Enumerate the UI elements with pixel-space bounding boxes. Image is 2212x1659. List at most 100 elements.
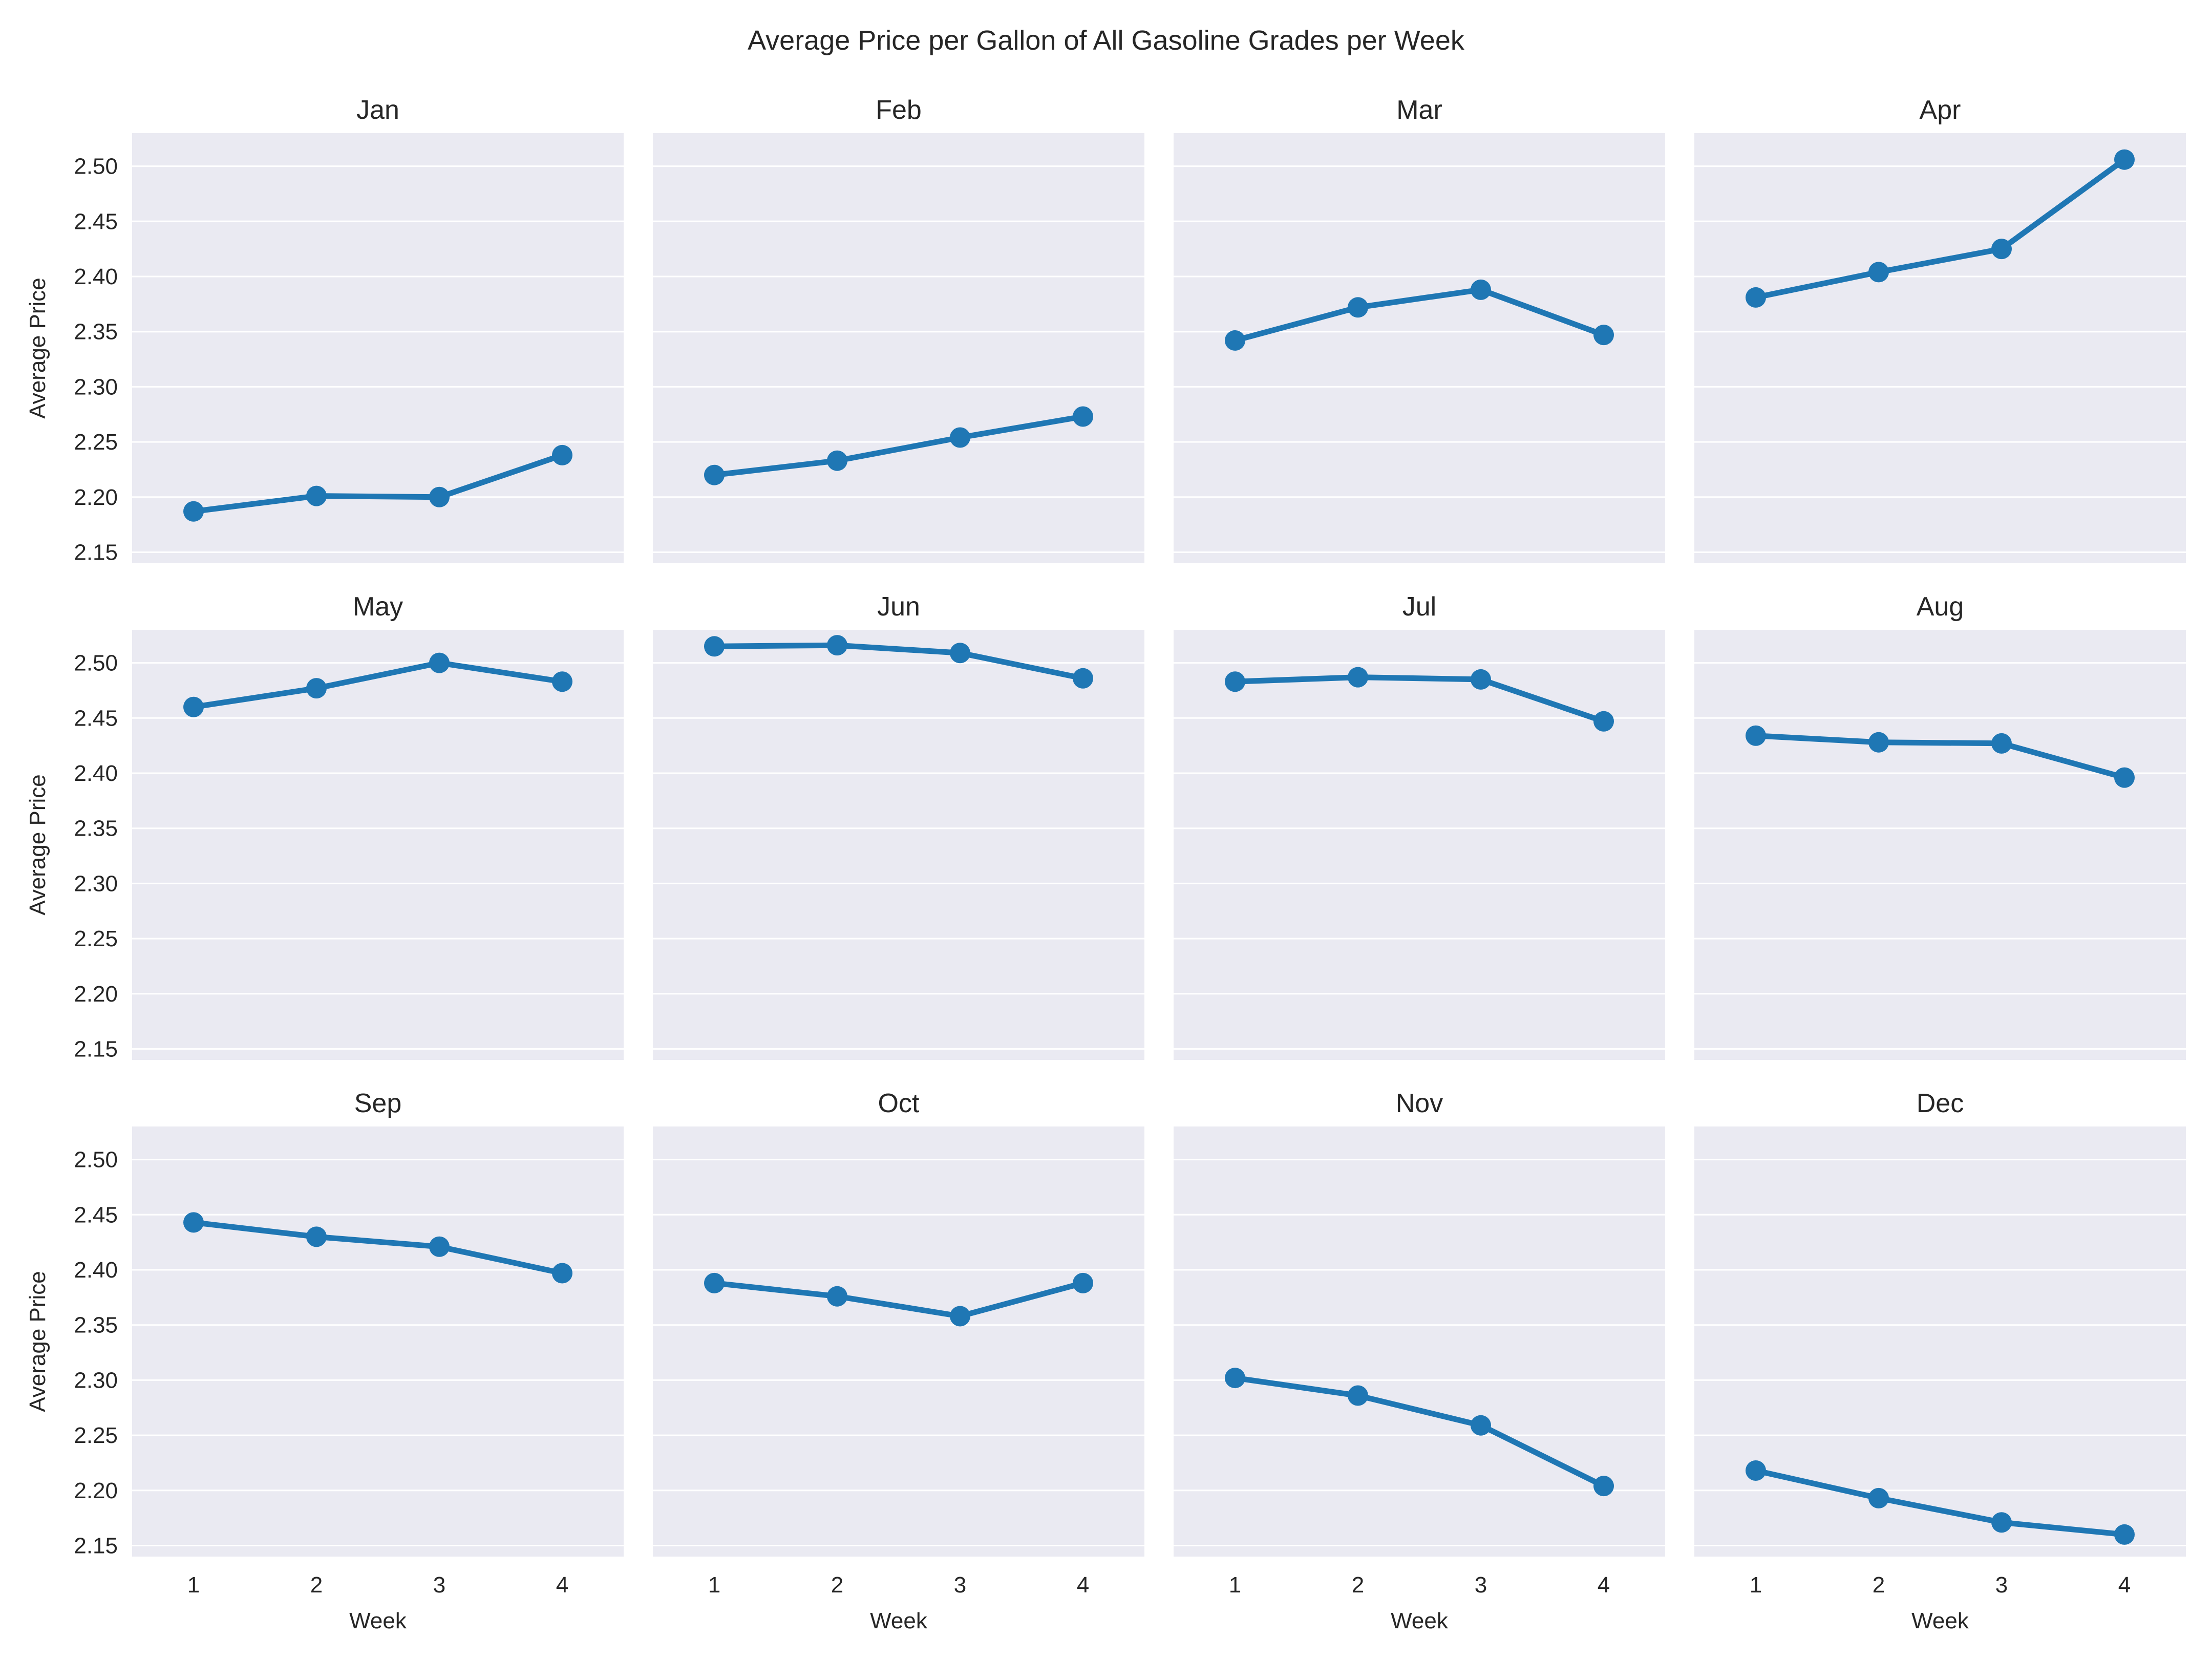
panel-background-dec xyxy=(1694,1126,2186,1557)
data-point xyxy=(1471,669,1491,690)
y-tick-label: 2.35 xyxy=(74,816,118,841)
data-point xyxy=(1991,733,2012,754)
y-tick-label: 2.20 xyxy=(74,982,118,1007)
x-tick-label: 3 xyxy=(1995,1572,2008,1598)
y-tick-label: 2.30 xyxy=(74,1368,118,1393)
x-tick-label: 3 xyxy=(433,1572,445,1598)
series-line-nov xyxy=(1232,1375,1607,1489)
facet-title-jul: Jul xyxy=(1402,592,1436,622)
x-tick-label: 1 xyxy=(187,1572,200,1598)
data-point xyxy=(827,1286,847,1307)
data-point xyxy=(950,1306,970,1327)
data-point xyxy=(1746,1460,1766,1481)
panel-background-apr xyxy=(1694,133,2186,563)
series-line-jul xyxy=(1232,674,1607,725)
data-point xyxy=(1225,1368,1245,1389)
chart-title: Average Price per Gallon of All Gasoline… xyxy=(748,25,1464,56)
data-point xyxy=(2114,149,2135,170)
data-point xyxy=(1073,1272,1093,1293)
x-tick-label: 4 xyxy=(1077,1572,1089,1598)
x-tick-label: 2 xyxy=(1352,1572,1364,1598)
facet-title-aug: Aug xyxy=(1917,592,1964,622)
x-axis-label: Week xyxy=(870,1608,928,1633)
y-tick-label: 2.30 xyxy=(74,374,118,399)
data-point xyxy=(1225,671,1245,692)
data-point xyxy=(1348,1385,1368,1406)
x-tick-label: 3 xyxy=(1475,1572,1487,1598)
data-point xyxy=(1991,1512,2012,1533)
data-point xyxy=(1868,1487,1889,1508)
data-point xyxy=(306,678,327,699)
y-tick-label: 2.35 xyxy=(74,320,118,345)
y-tick-label: 2.40 xyxy=(74,761,118,786)
data-point xyxy=(950,427,970,448)
facet-title-dec: Dec xyxy=(1917,1089,1964,1118)
facet-title-nov: Nov xyxy=(1396,1089,1443,1118)
data-point xyxy=(183,696,204,717)
data-point xyxy=(552,1263,572,1284)
panel-background-jan xyxy=(132,133,624,563)
y-tick-label: 2.40 xyxy=(74,1258,118,1283)
y-tick-label: 2.45 xyxy=(74,209,118,234)
y-tick-label: 2.15 xyxy=(74,540,118,565)
y-tick-label: 2.25 xyxy=(74,926,118,951)
x-tick-label: 1 xyxy=(1229,1572,1241,1598)
y-axis-label: Average Price xyxy=(25,774,50,916)
panel-background-mar xyxy=(1174,133,1665,563)
series-line-mar xyxy=(1232,287,1607,344)
data-point xyxy=(1348,667,1368,688)
x-tick-label: 3 xyxy=(954,1572,966,1598)
data-point xyxy=(1593,1476,1614,1497)
y-tick-label: 2.45 xyxy=(74,706,118,731)
x-axis-label: Week xyxy=(349,1608,407,1633)
data-point xyxy=(552,444,572,465)
facet-title-sep: Sep xyxy=(354,1089,402,1118)
series-line-aug xyxy=(1753,733,2128,781)
data-point xyxy=(2114,1524,2135,1545)
x-tick-label: 2 xyxy=(831,1572,843,1598)
data-point xyxy=(1868,262,1889,283)
series-line-may xyxy=(190,660,565,710)
x-tick-label: 4 xyxy=(1598,1572,1610,1598)
panel-background-nov xyxy=(1174,1126,1665,1557)
panel-background-jul xyxy=(1174,630,1665,1060)
series-line-jan xyxy=(190,452,565,515)
y-tick-label: 2.35 xyxy=(74,1313,118,1338)
y-tick-label: 2.50 xyxy=(74,651,118,676)
series-line-dec xyxy=(1753,1467,2128,1538)
data-point xyxy=(306,485,327,506)
data-point xyxy=(429,1236,450,1257)
y-tick-label: 2.15 xyxy=(74,1533,118,1558)
y-tick-label: 2.50 xyxy=(74,154,118,179)
y-tick-label: 2.30 xyxy=(74,871,118,896)
y-tick-label: 2.15 xyxy=(74,1036,118,1061)
data-point xyxy=(183,501,204,522)
x-tick-label: 4 xyxy=(556,1572,568,1598)
series-line-sep xyxy=(190,1219,565,1276)
facet-title-mar: Mar xyxy=(1396,95,1442,125)
data-point xyxy=(704,636,725,657)
data-point xyxy=(1593,325,1614,346)
y-tick-label: 2.25 xyxy=(74,430,118,455)
data-point xyxy=(704,1272,725,1293)
data-point xyxy=(1746,287,1766,308)
panel-background-sep xyxy=(132,1126,624,1557)
data-point xyxy=(1073,668,1093,689)
y-tick-label: 2.20 xyxy=(74,1478,118,1503)
x-tick-label: 1 xyxy=(1750,1572,1762,1598)
data-point xyxy=(306,1226,327,1247)
y-tick-label: 2.25 xyxy=(74,1423,118,1448)
x-tick-label: 2 xyxy=(310,1572,323,1598)
data-point xyxy=(1225,330,1245,351)
y-axis-label: Average Price xyxy=(25,1271,50,1412)
facet-title-jan: Jan xyxy=(356,95,399,125)
series-line-jun xyxy=(711,642,1086,682)
panel-background-aug xyxy=(1694,630,2186,1060)
data-point xyxy=(183,1212,204,1233)
facet-title-feb: Feb xyxy=(876,95,922,125)
data-point xyxy=(1868,732,1889,753)
y-tick-label: 2.50 xyxy=(74,1147,118,1173)
data-point xyxy=(1991,239,2012,260)
x-axis-label: Week xyxy=(1911,1608,1969,1633)
